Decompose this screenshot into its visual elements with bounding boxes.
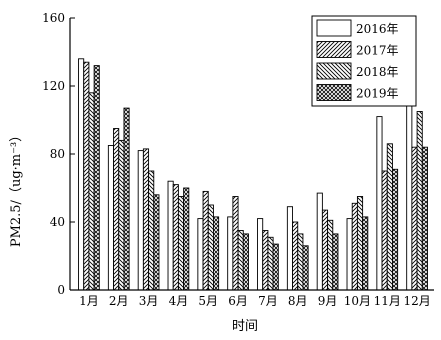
bar xyxy=(351,202,358,291)
legend-swatch xyxy=(316,62,352,80)
x-axis-title: 时间 xyxy=(232,319,258,334)
bar xyxy=(381,170,388,291)
x-tick-label: 2月 xyxy=(109,294,129,308)
y-tick-label: 40 xyxy=(50,215,65,229)
bar xyxy=(83,61,90,291)
bar xyxy=(356,196,364,291)
x-tick-label: 5月 xyxy=(198,294,218,308)
bar xyxy=(321,209,329,291)
bar xyxy=(421,146,428,291)
x-tick-label: 8月 xyxy=(288,294,308,308)
legend-label: 2019年 xyxy=(356,87,399,101)
bars xyxy=(78,44,428,291)
y-ticks: 0 40 80 120 160 xyxy=(42,11,75,297)
x-tick-label: 3月 xyxy=(139,294,159,308)
legend-label: 2017年 xyxy=(356,44,399,58)
x-tick-label: 1月 xyxy=(79,294,99,308)
bar xyxy=(411,146,418,291)
bar xyxy=(172,184,179,291)
bar xyxy=(167,180,174,291)
bar xyxy=(123,107,130,291)
bar xyxy=(286,206,294,291)
bar xyxy=(416,111,423,291)
x-tick-label: 4月 xyxy=(169,294,189,308)
bar xyxy=(302,245,309,291)
x-ticks: 1月 2月 3月 4月 5月 6月 7月 8月 9月 10月 11月 12月 xyxy=(79,286,431,308)
bar xyxy=(292,221,299,291)
bar xyxy=(232,196,239,291)
bar xyxy=(137,150,144,291)
bar xyxy=(257,218,264,291)
bar xyxy=(177,196,185,291)
bar xyxy=(202,190,209,291)
bar xyxy=(242,233,249,291)
bar xyxy=(153,194,160,291)
bar xyxy=(272,243,279,291)
bar xyxy=(297,233,304,291)
legend-swatch xyxy=(316,84,352,101)
y-axis-title: PM2.5/（ug·m⁻³） xyxy=(9,129,24,247)
bar xyxy=(93,65,100,291)
bar xyxy=(118,139,125,291)
legend-label: 2018年 xyxy=(356,65,399,79)
bar xyxy=(197,218,204,291)
bar xyxy=(376,116,383,291)
legend: 2016年 2017年 2018年 2019年 xyxy=(311,15,417,107)
legend-label: 2016年 xyxy=(356,22,399,36)
bar xyxy=(113,128,120,291)
bar xyxy=(316,192,323,291)
x-tick-label: 6月 xyxy=(228,294,248,308)
y-tick-label: 0 xyxy=(57,283,65,297)
bar xyxy=(142,148,150,291)
bar xyxy=(183,187,190,291)
bar xyxy=(386,143,393,291)
y-tick-label: 80 xyxy=(50,147,65,161)
legend-swatch xyxy=(316,41,352,58)
bar xyxy=(148,170,155,291)
y-tick-label: 160 xyxy=(42,11,65,25)
bar xyxy=(212,216,220,291)
x-tick-label: 10月 xyxy=(344,294,371,308)
bar xyxy=(227,216,234,291)
y-tick-label: 120 xyxy=(42,79,65,93)
bar xyxy=(107,145,114,291)
x-tick-label: 9月 xyxy=(318,294,338,308)
bar xyxy=(392,168,399,291)
bar xyxy=(267,236,274,291)
legend-swatch xyxy=(316,19,352,37)
bar xyxy=(78,58,85,291)
plot-area: 0 40 80 120 160 1月 2月 3月 4月 5月 6月 7月 8月 9月 10月 11月 12月 xyxy=(42,11,434,308)
x-tick-label: 7月 xyxy=(258,294,278,308)
x-tick-label: 12月 xyxy=(403,294,430,308)
bar xyxy=(362,216,369,291)
bar xyxy=(88,92,95,291)
bar xyxy=(207,204,214,291)
bar xyxy=(237,230,244,291)
bar xyxy=(332,233,339,291)
x-tick-label: 11月 xyxy=(374,294,401,308)
bar xyxy=(327,219,334,291)
bar xyxy=(262,230,269,291)
bar xyxy=(346,218,353,291)
